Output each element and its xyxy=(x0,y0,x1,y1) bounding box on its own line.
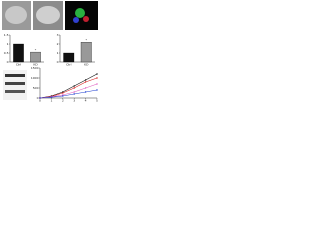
x-tick-label: 2 xyxy=(62,99,64,103)
point xyxy=(73,91,75,93)
y-tick-label: 1500 xyxy=(31,66,39,70)
y-tick-label: 2 xyxy=(57,42,59,46)
point xyxy=(62,92,64,94)
point xyxy=(84,91,87,93)
point xyxy=(50,96,53,98)
point xyxy=(73,85,75,87)
line xyxy=(39,77,98,99)
x-tick-label: Ctrl xyxy=(16,63,22,67)
bar xyxy=(80,42,92,63)
point xyxy=(39,97,41,99)
blot-band xyxy=(5,82,25,85)
point xyxy=(73,87,75,89)
point xyxy=(73,93,75,95)
y-tick-label: 1 xyxy=(7,42,9,46)
point xyxy=(84,79,87,81)
y-tick-label: 1 xyxy=(57,51,59,55)
y-tick-label: 1.5 xyxy=(4,33,9,37)
x-tick-label: 0 xyxy=(39,99,41,103)
y-tick-label: 500 xyxy=(33,86,39,90)
point xyxy=(96,73,98,75)
y-tick-label: 0 xyxy=(37,96,39,100)
annotation: * xyxy=(86,38,88,42)
point xyxy=(62,91,64,93)
red-signal xyxy=(83,16,89,22)
point xyxy=(62,95,64,97)
y-tick-label: 0.5 xyxy=(4,51,9,55)
x-tick-label: 4 xyxy=(85,99,87,103)
blot-band xyxy=(5,74,25,77)
page: 0 0.5 1 1.5 Ctrl KD * 0 1 2 3 Ctrl KD * 0 500 1000 1500 0 1… xyxy=(0,0,100,102)
bar xyxy=(13,43,24,63)
blue-signal xyxy=(73,17,79,23)
point xyxy=(96,83,98,85)
point xyxy=(84,87,87,89)
brain-section xyxy=(36,6,60,24)
y-tick-label: 0 xyxy=(7,60,9,64)
green-signal xyxy=(75,8,85,18)
y-tick-label: 1000 xyxy=(31,76,39,80)
x-tick-label: 1 xyxy=(50,99,52,103)
line xyxy=(39,89,98,99)
bar xyxy=(63,52,75,63)
blot-band xyxy=(5,90,25,93)
point xyxy=(84,81,87,83)
point xyxy=(96,89,98,91)
line xyxy=(39,83,98,99)
bar xyxy=(30,51,41,63)
annotation: * xyxy=(35,48,37,52)
x-tick-label: 3 xyxy=(73,99,75,103)
x-tick-label: KD xyxy=(84,63,89,67)
x-tick-label: 5 xyxy=(96,99,98,103)
y-tick-label: 3 xyxy=(57,33,59,37)
x-tick-label: Ctrl xyxy=(66,63,72,67)
x-tick-label: KD xyxy=(33,63,38,67)
y-tick-label: 0 xyxy=(57,60,59,64)
point xyxy=(62,94,64,96)
line xyxy=(39,73,98,99)
point xyxy=(96,77,98,79)
brain-section xyxy=(5,6,27,24)
